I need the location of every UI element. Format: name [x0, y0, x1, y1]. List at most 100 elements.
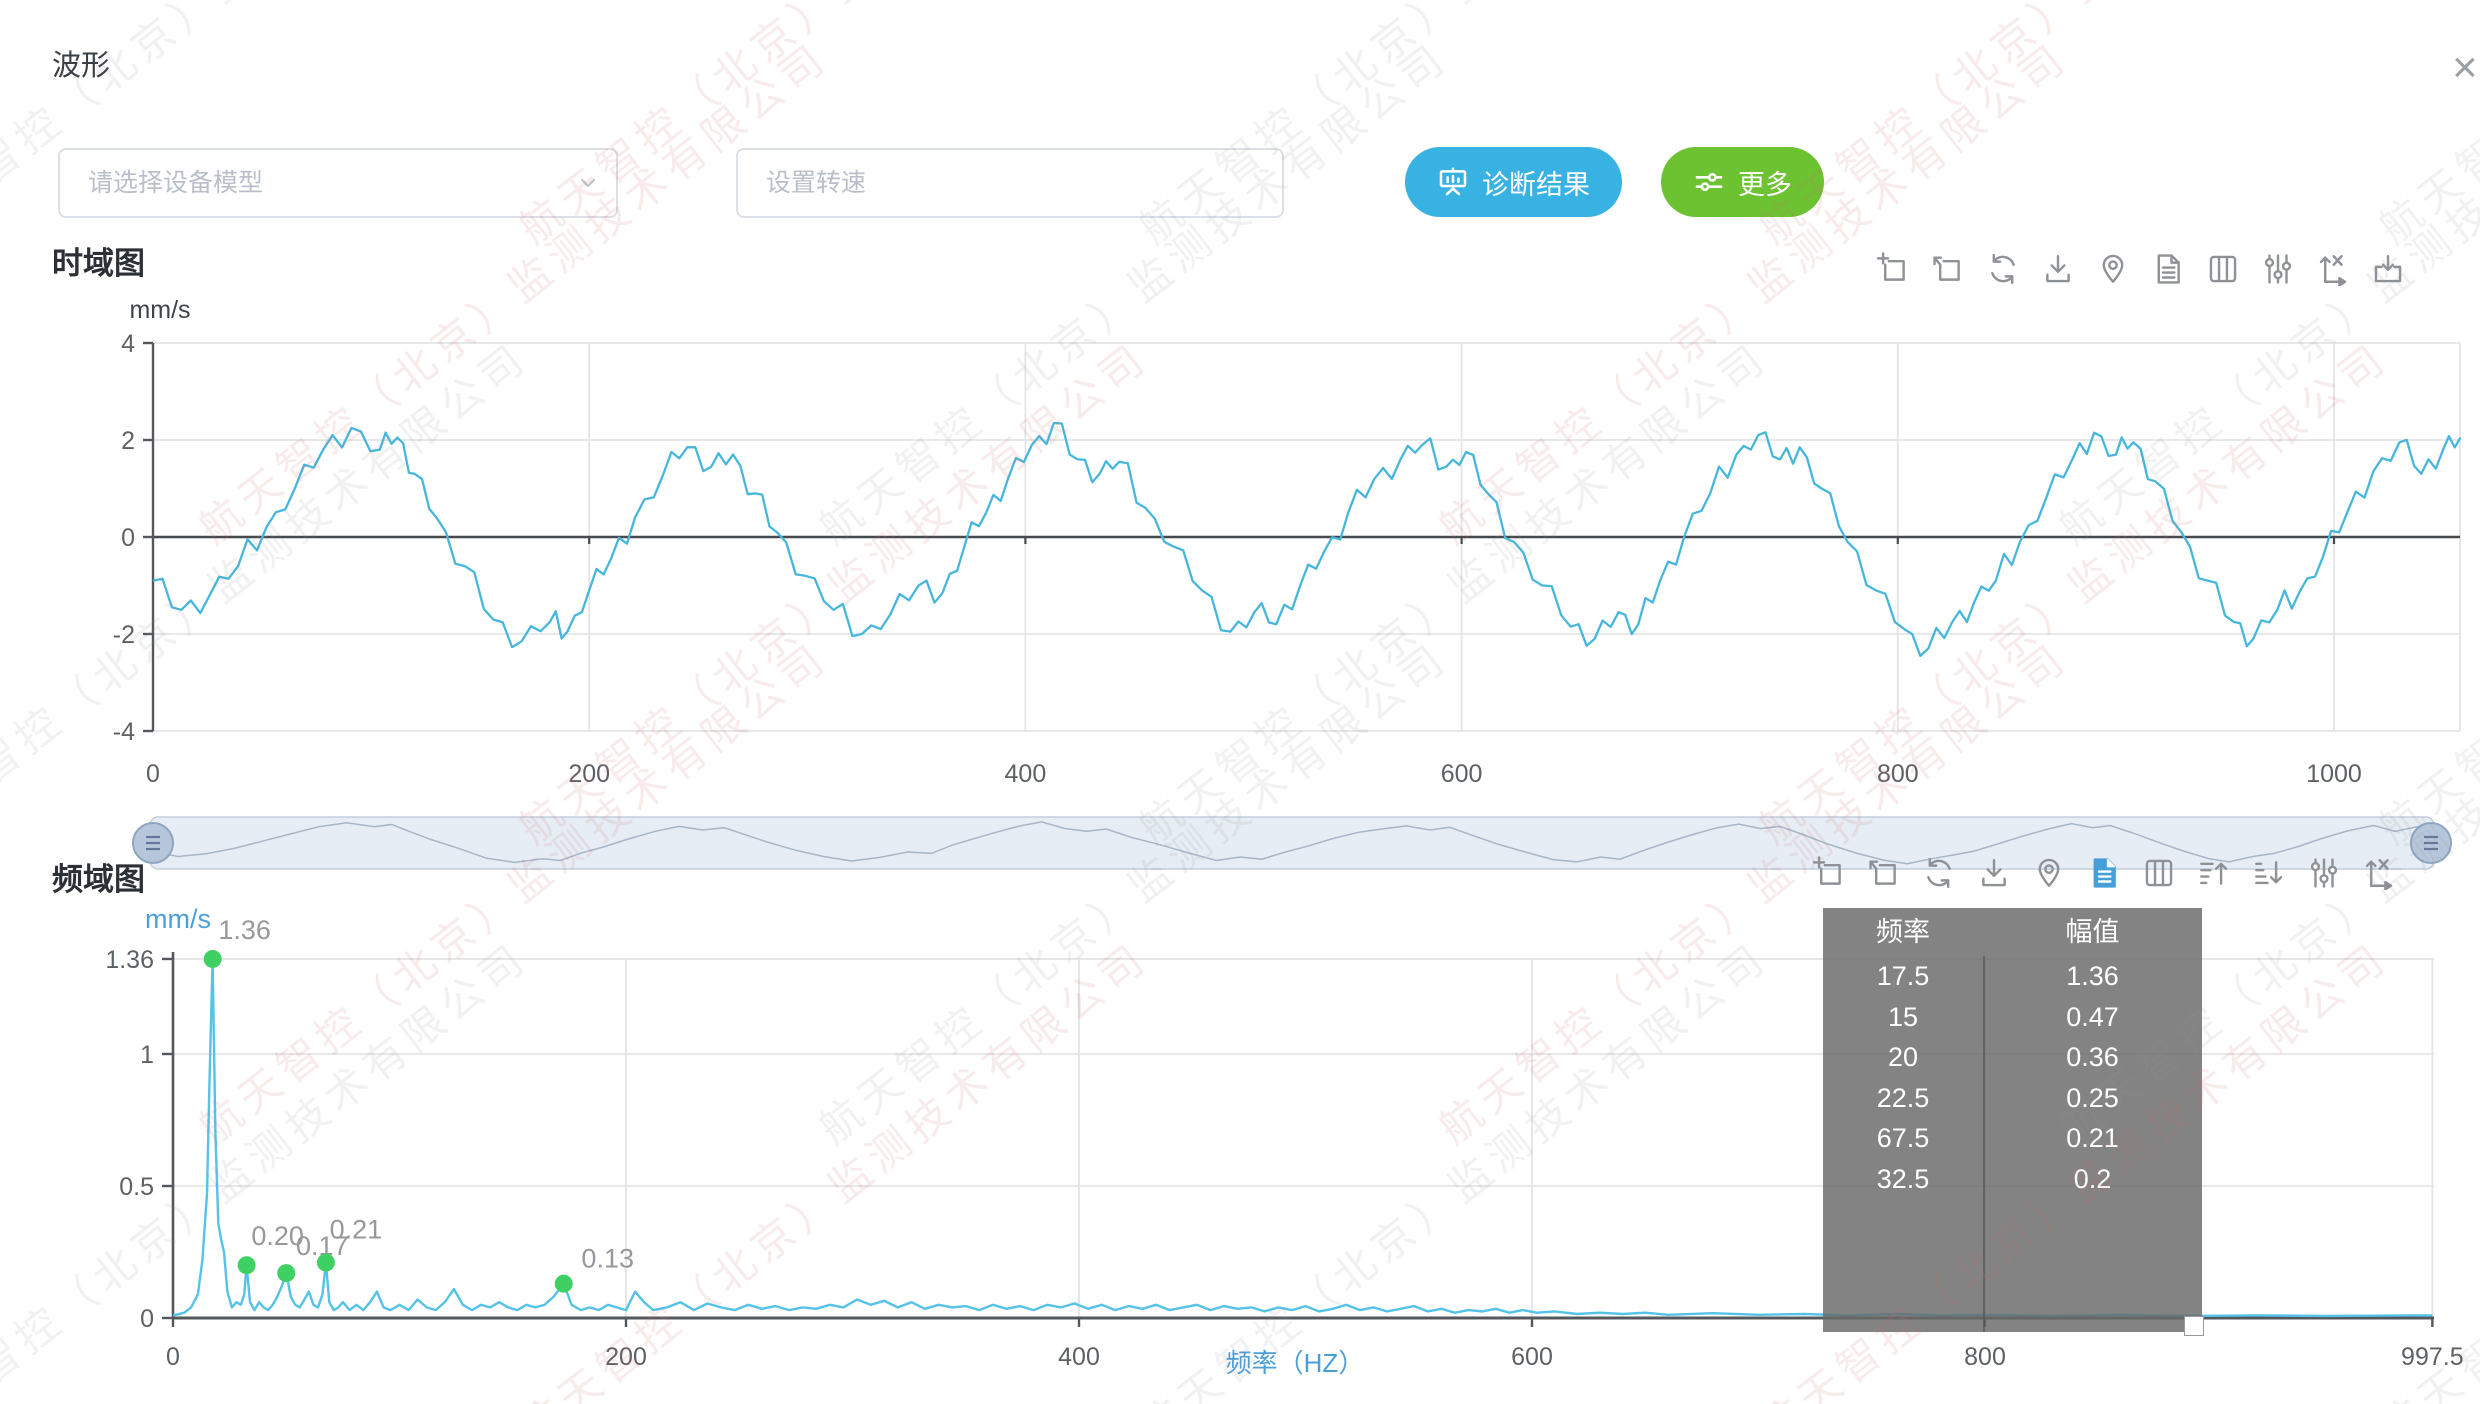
column-view-icon-button[interactable] [2142, 856, 2176, 890]
speed-input[interactable] [736, 148, 1284, 218]
svg-text:4: 4 [121, 330, 135, 358]
peak-table-header-amplitude: 幅值 [2065, 917, 2120, 947]
close-icon[interactable]: × [2452, 43, 2478, 92]
svg-text:400: 400 [1058, 1343, 1100, 1371]
peak-amplitude-cell: 0.25 [2066, 1082, 2119, 1113]
svg-text:2: 2 [121, 427, 135, 455]
peak-list-icon [2087, 856, 2121, 890]
box-zoom-in-icon-button[interactable] [1876, 252, 1910, 286]
box-zoom-in-icon [1876, 252, 1910, 286]
report-doc-icon-button[interactable] [2151, 252, 2185, 286]
svg-text:200: 200 [568, 760, 610, 788]
filter-sliders-icon [2261, 252, 2295, 286]
peak-marker[interactable] [277, 1264, 296, 1283]
svg-text:1000: 1000 [2306, 760, 2362, 788]
peak-marker[interactable] [554, 1274, 573, 1293]
column-view-icon [2142, 856, 2176, 890]
filter-sliders-icon-button[interactable] [2261, 252, 2295, 286]
svg-text:0: 0 [140, 1305, 154, 1333]
peak-list-icon-button[interactable] [2087, 856, 2121, 890]
marker-pin-icon-button[interactable] [2032, 856, 2066, 890]
axis-switch-icon-button[interactable] [2362, 856, 2396, 890]
axis-switch-icon-button[interactable] [2316, 252, 2350, 286]
column-view-icon [2206, 252, 2240, 286]
box-zoom-back-icon [1931, 252, 1965, 286]
more-button[interactable]: 更多 [1661, 147, 1824, 217]
freq-domain-section-title: 频域图 [52, 862, 145, 897]
peak-marker[interactable] [203, 949, 222, 968]
peak-table-resize-handle[interactable] [2184, 1316, 2204, 1336]
box-zoom-in-icon-button[interactable] [1812, 856, 1846, 890]
refresh-icon [1922, 856, 1956, 890]
refresh-icon-button[interactable] [1986, 252, 2020, 286]
datazoom-handle-left[interactable] [132, 822, 174, 864]
download-icon-button[interactable] [1977, 856, 2011, 890]
peak-table-header-frequency: 频率 [1876, 917, 1930, 947]
box-zoom-back-icon-button[interactable] [1931, 252, 1965, 286]
sort-descending-icon-button[interactable] [2252, 856, 2286, 890]
time-plot-area[interactable] [153, 343, 2460, 731]
time-chart: 4 2 0 -2 -4 0 200 400 600 800 1000 mm/s [113, 296, 2462, 788]
svg-text:0: 0 [146, 760, 160, 788]
marker-pin-icon-button[interactable] [2096, 252, 2130, 286]
peak-frequency-cell: 17.5 [1876, 961, 1930, 991]
peak-value-label: 0.21 [330, 1215, 383, 1245]
sort-descending-icon [2252, 856, 2286, 890]
svg-text:600: 600 [1441, 760, 1483, 788]
peak-table-row: 20 0.36 [1823, 1037, 2202, 1078]
spectrum-line [172, 957, 2433, 1318]
marker-pin-icon [2032, 856, 2066, 890]
svg-text:-4: -4 [113, 718, 135, 746]
svg-text:mm/s: mm/s [145, 904, 211, 934]
filter-sliders-icon [2307, 856, 2341, 890]
svg-text:800: 800 [1877, 760, 1919, 788]
axis-switch-icon [2362, 856, 2396, 890]
peak-amplitude-cell: 1.36 [2066, 961, 2119, 991]
marker-pin-icon [2096, 252, 2130, 286]
diagnose-result-button[interactable]: 诊断结果 [1405, 147, 1622, 217]
svg-text:997.5: 997.5 [2401, 1343, 2464, 1371]
peak-amplitude-cell: 0.36 [2066, 1042, 2119, 1072]
peak-value-label: 0.20 [251, 1221, 304, 1251]
freq-chart-toolbar [1812, 856, 2396, 890]
peak-amplitude-cell: 0.2 [2073, 1163, 2112, 1194]
svg-text:0: 0 [166, 1343, 180, 1371]
time-chart-toolbar [1876, 252, 2405, 286]
time-waveform-line [152, 421, 2462, 658]
peak-table-row: 67.5 0.21 [1823, 1118, 2202, 1159]
peak-table: 频率 幅值 17.5 1.36 15 0.47 20 0.36 22.5 0.25 67.5 0.… [1823, 908, 2202, 1332]
peak-frequency-cell: 32.5 [1876, 1163, 1930, 1194]
box-zoom-back-icon [1867, 856, 1901, 890]
svg-text:0: 0 [121, 524, 135, 552]
device-model-select-input[interactable] [58, 148, 618, 218]
axis-switch-icon [2316, 252, 2350, 286]
peak-marker[interactable] [316, 1253, 335, 1272]
peak-amplitude-cell: 0.21 [2066, 1123, 2119, 1153]
speed-input-wrap [736, 148, 1284, 218]
refresh-icon [1986, 252, 2020, 286]
download-icon [2041, 252, 2075, 286]
peak-table-header: 频率 幅值 [1823, 908, 2202, 956]
peak-frequency-cell: 67.5 [1876, 1123, 1930, 1153]
report-doc-icon [2151, 252, 2185, 286]
sort-ascending-icon [2197, 856, 2231, 890]
time-domain-section-title: 时域图 [52, 246, 145, 281]
svg-text:-2: -2 [113, 621, 135, 649]
svg-text:800: 800 [1964, 1343, 2006, 1371]
peak-table-row: 32.5 0.2 [1823, 1159, 2202, 1200]
peak-frequency-cell: 20 [1887, 1042, 1919, 1072]
datazoom-handle-right[interactable] [2410, 822, 2452, 864]
box-zoom-back-icon-button[interactable] [1867, 856, 1901, 890]
device-model-select[interactable] [58, 148, 618, 218]
sort-ascending-icon-button[interactable] [2197, 856, 2231, 890]
export-save-icon-button[interactable] [2371, 252, 2405, 286]
filter-sliders-icon-button[interactable] [2307, 856, 2341, 890]
freq-chart: 1.36 1 0.5 00 200 400 600 800 997.5 mm/s 频率（HZ） 1.3… [105, 904, 2463, 1378]
download-icon-button[interactable] [2041, 252, 2075, 286]
column-view-icon-button[interactable] [2206, 252, 2240, 286]
peak-marker[interactable] [237, 1256, 256, 1275]
svg-text:0.5: 0.5 [119, 1173, 154, 1201]
more-label: 更多 [1738, 169, 1792, 200]
diagnose-result-label: 诊断结果 [1482, 169, 1590, 200]
refresh-icon-button[interactable] [1922, 856, 1956, 890]
